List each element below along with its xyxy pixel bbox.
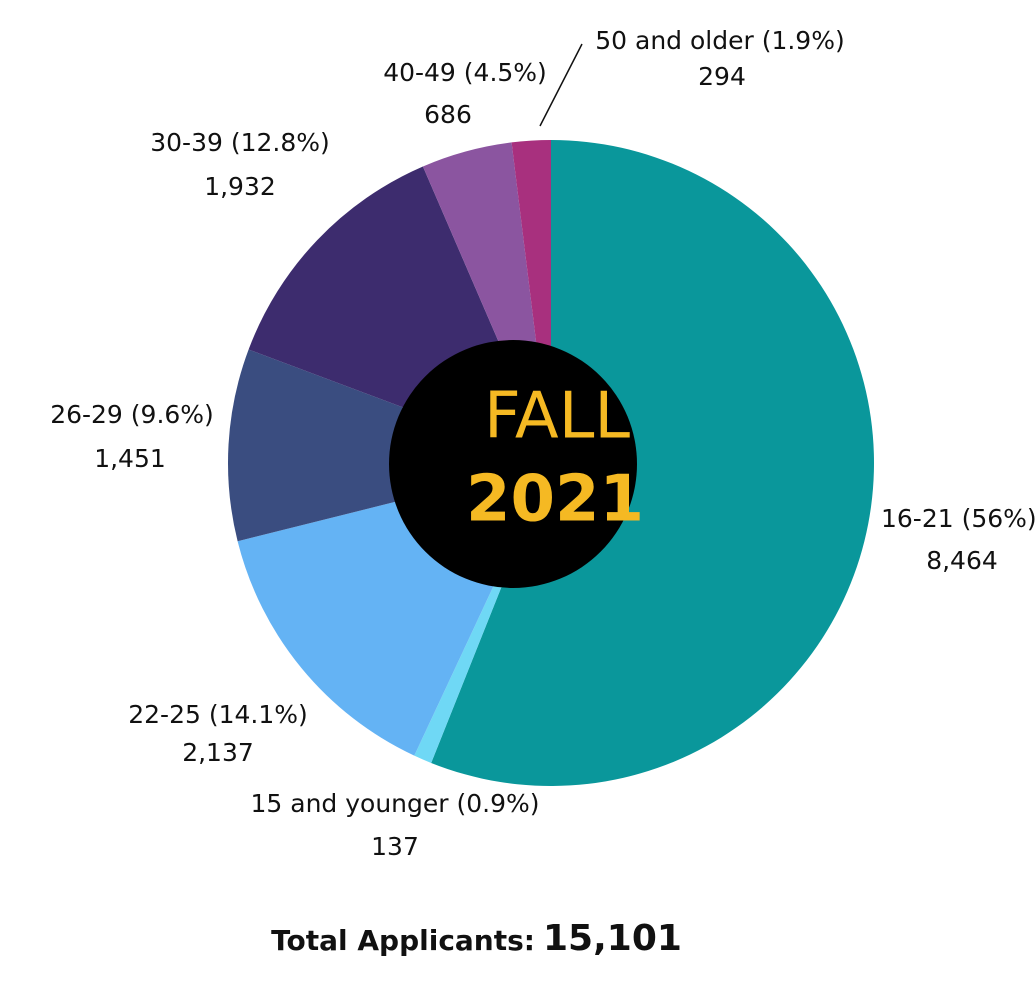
slice-value: 137	[371, 832, 419, 861]
leader-line	[539, 43, 583, 127]
center-hole	[389, 340, 637, 588]
slice-label: 26-29 (9.6%)	[50, 400, 214, 429]
slice-value: 8,464	[926, 546, 998, 575]
center-text: 2021	[466, 463, 644, 537]
slice-value: 1,932	[204, 172, 276, 201]
slice-value: 1,451	[94, 444, 166, 473]
total-value: 15,101	[543, 918, 682, 959]
total-label: Total Applicants:	[271, 924, 535, 957]
slice-label: 22-25 (14.1%)	[128, 700, 308, 729]
slice	[431, 140, 875, 786]
slice-label: 40-49 (4.5%)	[383, 58, 547, 87]
slice-label: 50 and older (1.9%)	[595, 26, 844, 55]
slice-value: 294	[698, 62, 746, 91]
slice	[228, 349, 551, 542]
slice-value: 2,137	[182, 738, 254, 767]
slice-label: 30-39 (12.8%)	[150, 128, 330, 157]
slice-label: 16-21 (56%)	[881, 504, 1036, 533]
center-text: FALL	[484, 380, 630, 454]
slice-value: 686	[424, 100, 472, 129]
slice-label: 15 and younger (0.9%)	[250, 789, 539, 818]
